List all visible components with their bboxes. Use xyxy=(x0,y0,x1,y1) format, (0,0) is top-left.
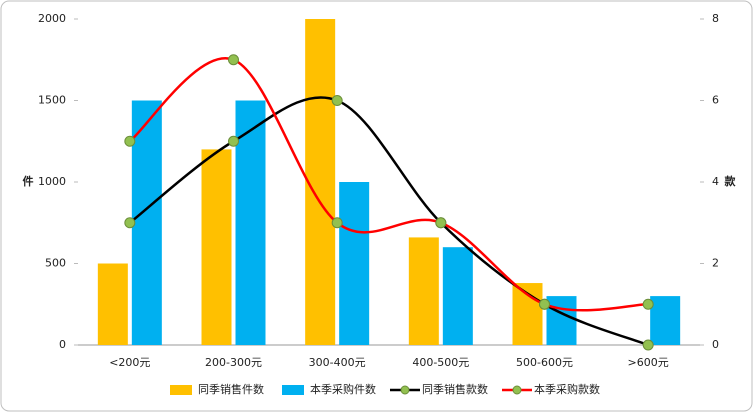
line-marker xyxy=(331,95,343,106)
legend-marker xyxy=(400,385,410,395)
line-marker xyxy=(539,298,550,310)
x-tick-label: 200-300元 xyxy=(205,356,262,369)
x-tick-label: 300-400元 xyxy=(309,356,366,369)
y2-tick-label: 8 xyxy=(712,12,719,25)
bar xyxy=(131,100,162,345)
legend-marker xyxy=(512,385,522,395)
legend-swatch xyxy=(282,385,304,395)
y2-axis-label: 款 xyxy=(725,174,737,188)
line-marker xyxy=(228,54,239,66)
x-tick-label: 400-500元 xyxy=(412,356,469,369)
y-tick-label: 2000 xyxy=(38,12,66,25)
y2-tick-label: 2 xyxy=(712,257,719,270)
line-marker xyxy=(124,217,136,229)
bar xyxy=(235,100,266,345)
line-marker xyxy=(331,217,343,229)
y-tick-label: 500 xyxy=(45,257,66,270)
bar xyxy=(201,149,232,345)
x-tick-label: <200元 xyxy=(109,356,150,369)
legend-label: 本季采购件数 xyxy=(310,382,376,396)
y2-tick-label: 4 xyxy=(712,175,719,188)
bar xyxy=(97,263,128,345)
bar xyxy=(408,237,439,345)
line-marker xyxy=(228,135,239,147)
y-axis-label: 件 xyxy=(23,174,34,188)
bar xyxy=(339,182,370,345)
y-tick-label: 0 xyxy=(59,338,66,351)
legend-label: 同季销售款数 xyxy=(422,382,488,396)
bar xyxy=(305,19,336,345)
y2-tick-label: 0 xyxy=(712,338,719,351)
line-marker xyxy=(642,339,654,351)
y-tick-label: 1500 xyxy=(38,94,66,107)
line-marker xyxy=(642,298,654,310)
bar xyxy=(442,247,473,345)
legend-label: 本季采购款数 xyxy=(534,382,600,396)
line-marker xyxy=(435,217,447,229)
y-tick-label: 1000 xyxy=(38,175,66,188)
x-tick-label: 500-600元 xyxy=(516,356,573,369)
x-tick-label: >600元 xyxy=(628,356,669,369)
bar xyxy=(650,296,681,345)
line-marker xyxy=(124,135,136,147)
y2-tick-label: 6 xyxy=(712,94,719,107)
bar xyxy=(546,296,577,345)
legend-swatch xyxy=(170,385,192,395)
legend-label: 同季销售件数 xyxy=(198,382,264,396)
